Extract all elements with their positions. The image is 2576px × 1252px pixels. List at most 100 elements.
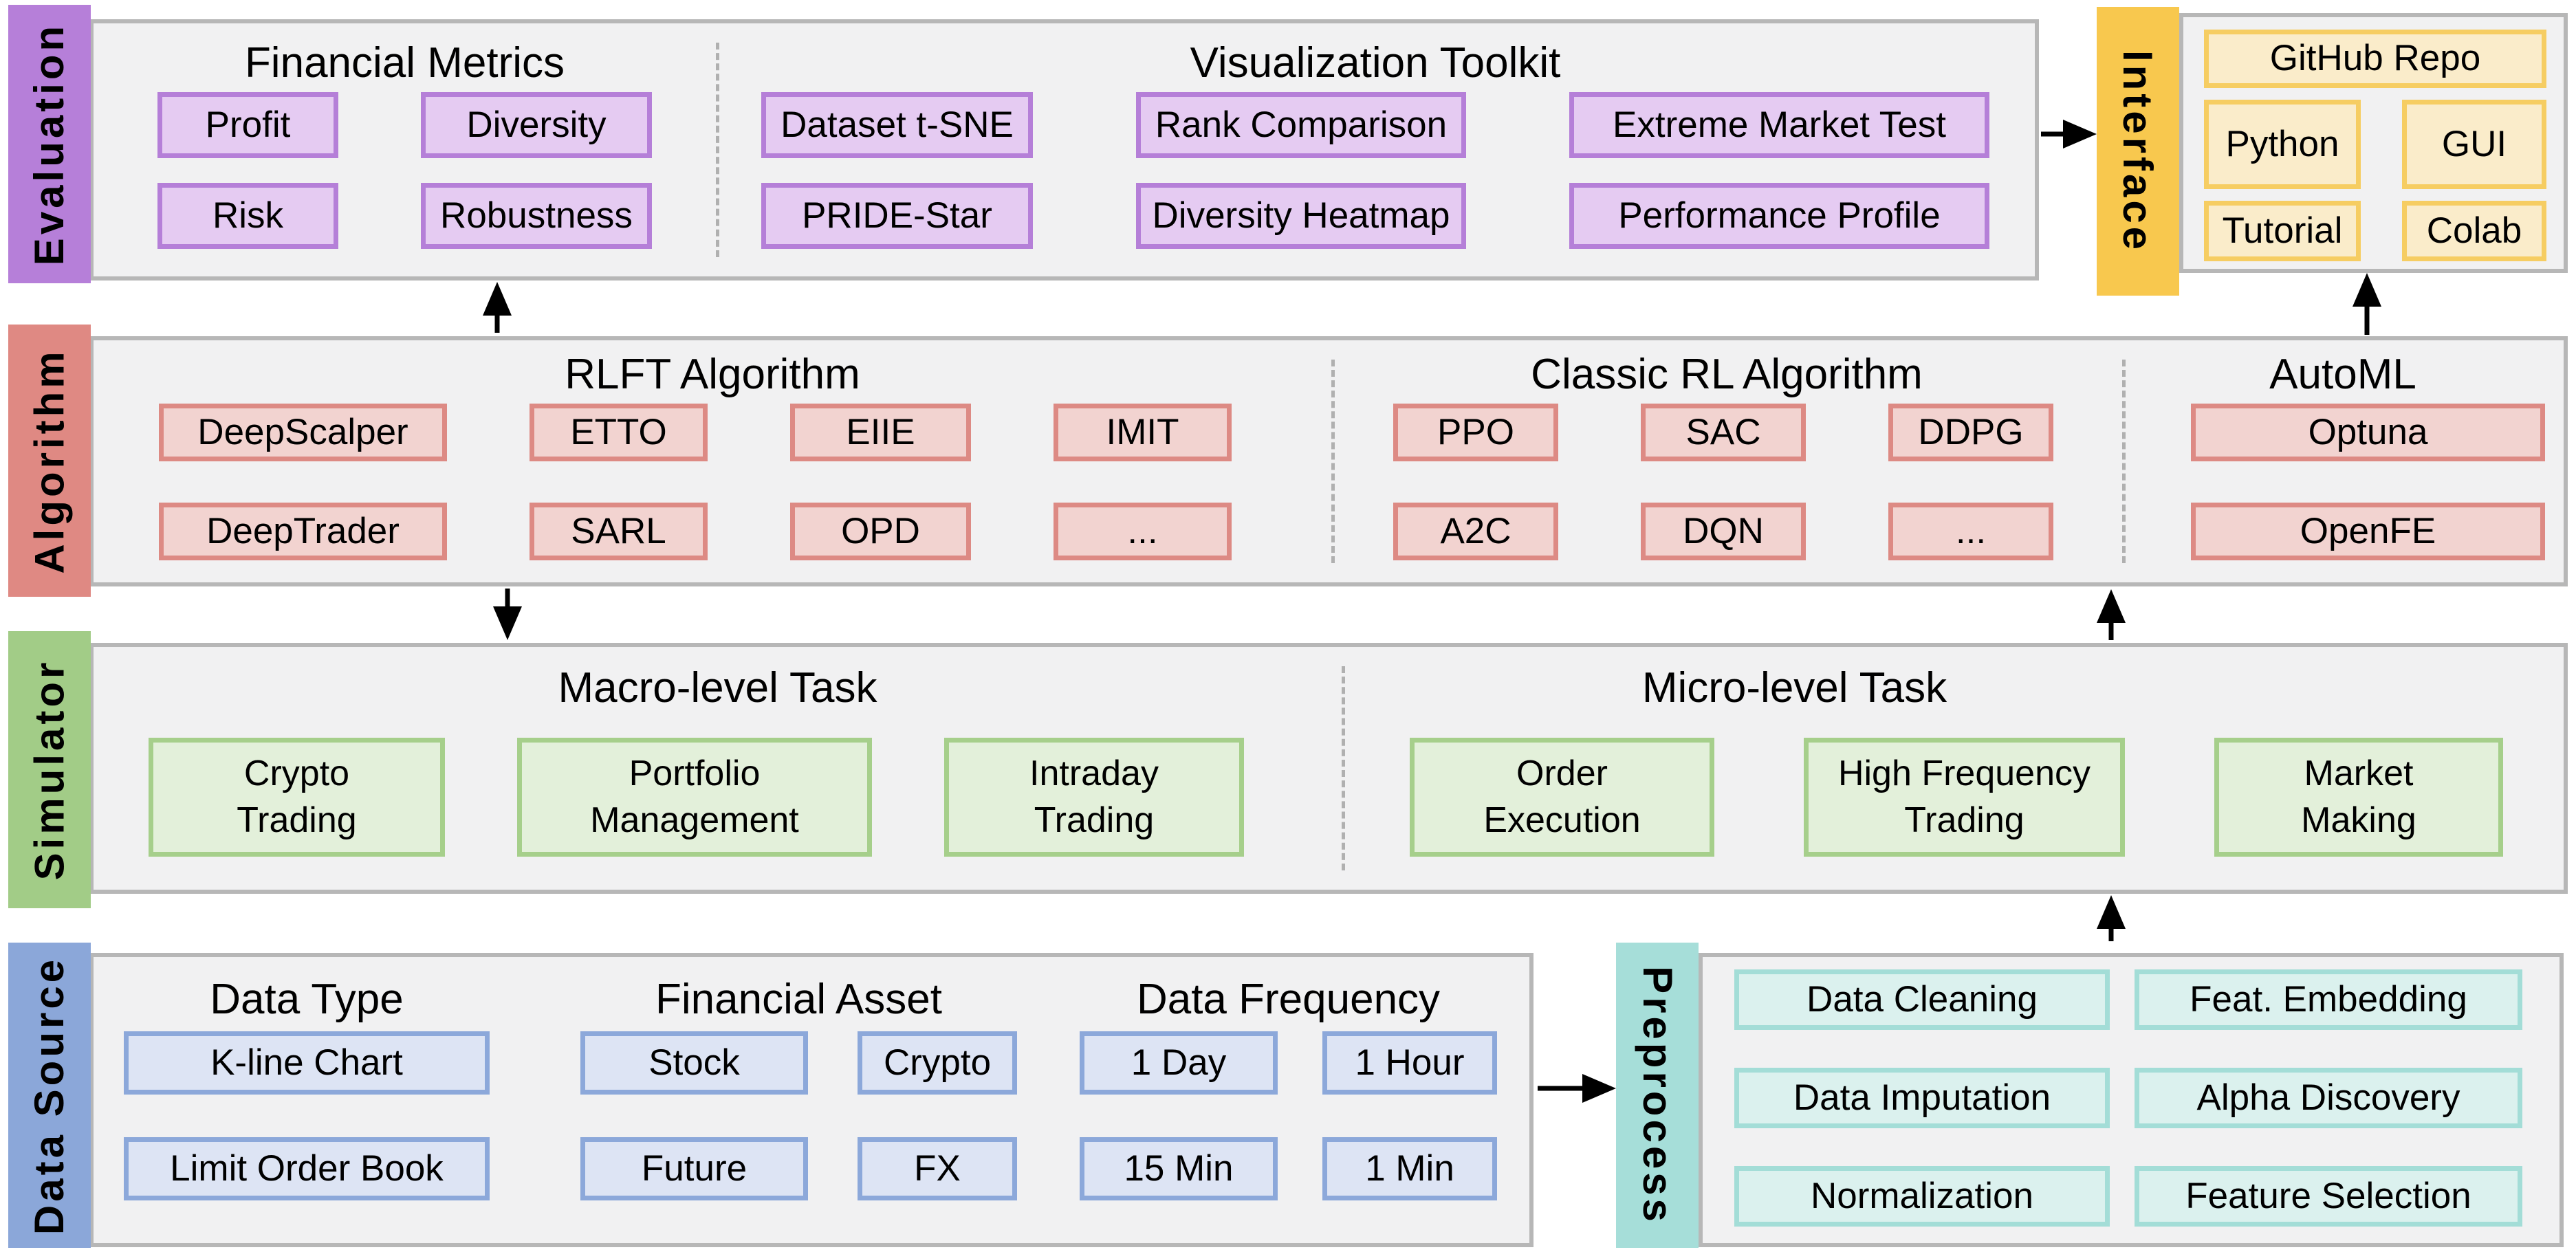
evaluation-section-divider bbox=[716, 43, 719, 257]
financial-metrics-title: Financial Metrics bbox=[244, 39, 565, 87]
asset-crypto: Crypto bbox=[858, 1031, 1017, 1095]
simulator-label-bar: Simulator bbox=[8, 631, 91, 908]
algo-imit: IMIT bbox=[1054, 404, 1232, 461]
viz-performance-profile: Performance Profile bbox=[1569, 183, 1989, 249]
algo-classic-more: ... bbox=[1888, 503, 2053, 560]
asset-fx: FX bbox=[858, 1137, 1017, 1200]
data-kline-chart: K-line Chart bbox=[124, 1031, 490, 1095]
visualization-toolkit-row-2: PRIDE-Star Diversity Heatmap Performance… bbox=[716, 183, 2035, 249]
financial-metrics-section: Financial Metrics Profit Diversity Risk … bbox=[94, 23, 716, 276]
rlft-row-1: DeepScalper ETTO EIIE IMIT bbox=[94, 404, 1331, 461]
metric-diversity: Diversity bbox=[421, 92, 652, 158]
data-type-title: Data Type bbox=[210, 976, 404, 1023]
financial-asset-title: Financial Asset bbox=[655, 976, 942, 1023]
preprocess-label: Preprocess bbox=[1634, 965, 1681, 1225]
task-order-execution: Order Execution bbox=[1410, 738, 1714, 857]
viz-dataset-tsne: Dataset t-SNE bbox=[761, 92, 1033, 158]
evaluation-panel: Financial Metrics Profit Diversity Risk … bbox=[89, 19, 2039, 281]
prep-data-imputation: Data Imputation bbox=[1734, 1068, 2110, 1128]
algo-ppo: PPO bbox=[1393, 404, 1558, 461]
algo-deeptrader: DeepTrader bbox=[159, 503, 447, 560]
metric-profit: Profit bbox=[157, 92, 338, 158]
prep-normalization: Normalization bbox=[1734, 1166, 2110, 1227]
algorithm-label-bar: Algorithm bbox=[8, 325, 91, 597]
rlft-row-2: DeepTrader SARL OPD ... bbox=[94, 503, 1331, 560]
metric-risk: Risk bbox=[157, 183, 338, 249]
interface-tutorial: Tutorial bbox=[2204, 201, 2361, 261]
algo-rlft-more: ... bbox=[1054, 503, 1232, 560]
micro-task-row: Order Execution High Frequency Trading M… bbox=[1342, 738, 2564, 857]
rlft-algorithm-section: RLFT Algorithm DeepScalper ETTO EIIE IMI… bbox=[94, 340, 1331, 582]
data-source-panel: Data Type Financial Asset Data Frequency… bbox=[89, 953, 1533, 1247]
evaluation-label: Evaluation bbox=[26, 22, 73, 266]
algo-a2c: A2C bbox=[1393, 503, 1558, 560]
viz-extreme-market-test: Extreme Market Test bbox=[1569, 92, 1989, 158]
algorithm-divider-1 bbox=[1331, 360, 1335, 563]
prep-feature-selection: Feature Selection bbox=[2135, 1166, 2522, 1227]
simulator-label: Simulator bbox=[26, 659, 73, 881]
prep-feat-embedding: Feat. Embedding bbox=[2135, 969, 2522, 1030]
visualization-toolkit-section: Visualization Toolkit Dataset t-SNE Rank… bbox=[716, 23, 2035, 276]
evaluation-label-bar: Evaluation bbox=[8, 5, 91, 283]
algo-deepscalper: DeepScalper bbox=[159, 404, 447, 461]
viz-pride-star: PRIDE-Star bbox=[761, 183, 1033, 249]
algo-etto: ETTO bbox=[530, 404, 708, 461]
freq-1-min: 1 Min bbox=[1322, 1137, 1497, 1200]
algo-opd: OPD bbox=[790, 503, 971, 560]
classic-rl-row-1: PPO SAC DDPG bbox=[1331, 404, 2122, 461]
task-crypto-trading: Crypto Trading bbox=[149, 738, 445, 857]
task-market-making: Market Making bbox=[2214, 738, 2503, 857]
viz-rank-comparison: Rank Comparison bbox=[1136, 92, 1466, 158]
asset-future: Future bbox=[580, 1137, 808, 1200]
freq-1-day: 1 Day bbox=[1080, 1031, 1278, 1095]
interface-python: Python bbox=[2204, 100, 2361, 189]
algo-dqn: DQN bbox=[1641, 503, 1806, 560]
data-source-label-bar: Data Source bbox=[8, 943, 91, 1248]
rlft-algorithm-title: RLFT Algorithm bbox=[565, 351, 860, 398]
metric-robustness: Robustness bbox=[421, 183, 652, 249]
algo-ddpg: DDPG bbox=[1888, 404, 2053, 461]
algo-sac: SAC bbox=[1641, 404, 1806, 461]
interface-panel: GitHub Repo Python GUI Tutorial Colab bbox=[2179, 13, 2568, 273]
automl-section: AutoML Optuna OpenFE bbox=[2122, 340, 2564, 582]
algo-eiie: EIIE bbox=[790, 404, 971, 461]
data-frequency-title: Data Frequency bbox=[1136, 976, 1441, 1023]
automl-row-1: Optuna bbox=[2122, 404, 2564, 461]
algo-optuna: Optuna bbox=[2191, 404, 2545, 461]
micro-level-task-title: Micro-level Task bbox=[1641, 664, 1947, 712]
classic-rl-row-2: A2C DQN ... bbox=[1331, 503, 2122, 560]
macro-task-row: Crypto Trading Portfolio Management Intr… bbox=[94, 738, 1342, 857]
classic-rl-section: Classic RL Algorithm PPO SAC DDPG A2C DQ… bbox=[1331, 340, 2122, 582]
preprocess-label-bar: Preprocess bbox=[1616, 943, 1699, 1248]
interface-row-3: Tutorial Colab bbox=[2204, 201, 2546, 261]
prep-data-cleaning: Data Cleaning bbox=[1734, 969, 2110, 1030]
interface-label-bar: Interface bbox=[2097, 7, 2179, 296]
interface-gui: GUI bbox=[2402, 100, 2546, 189]
algorithm-label: Algorithm bbox=[26, 347, 73, 574]
automl-row-2: OpenFE bbox=[2122, 503, 2564, 560]
macro-level-task-title: Macro-level Task bbox=[558, 664, 877, 712]
algo-sarl: SARL bbox=[530, 503, 708, 560]
algorithm-panel: RLFT Algorithm DeepScalper ETTO EIIE IMI… bbox=[89, 336, 2568, 586]
simulator-panel: Macro-level Task Crypto Trading Portfoli… bbox=[89, 643, 2568, 894]
financial-metrics-row-1: Profit Diversity bbox=[94, 92, 716, 158]
interface-label: Interface bbox=[2115, 50, 2161, 253]
preprocess-panel: Data Cleaning Feat. Embedding Data Imput… bbox=[1699, 953, 2564, 1247]
freq-1-hour: 1 Hour bbox=[1322, 1031, 1497, 1095]
data-source-label: Data Source bbox=[26, 956, 73, 1235]
task-portfolio-management: Portfolio Management bbox=[517, 738, 872, 857]
data-limit-order-book: Limit Order Book bbox=[124, 1137, 490, 1200]
preprocess-row-3: Normalization Feature Selection bbox=[1734, 1166, 2559, 1227]
algo-openfe: OpenFE bbox=[2191, 503, 2545, 560]
asset-stock: Stock bbox=[580, 1031, 808, 1095]
task-intraday-trading: Intraday Trading bbox=[944, 738, 1244, 857]
visualization-toolkit-row-1: Dataset t-SNE Rank Comparison Extreme Ma… bbox=[716, 92, 2035, 158]
preprocess-row-1: Data Cleaning Feat. Embedding bbox=[1734, 969, 2559, 1030]
macro-level-task-section: Macro-level Task Crypto Trading Portfoli… bbox=[94, 647, 1342, 890]
simulator-divider bbox=[1342, 666, 1345, 870]
visualization-toolkit-title: Visualization Toolkit bbox=[1190, 39, 1561, 87]
classic-rl-title: Classic RL Algorithm bbox=[1531, 351, 1923, 398]
prep-alpha-discovery: Alpha Discovery bbox=[2135, 1068, 2522, 1128]
interface-row-1: GitHub Repo bbox=[2204, 30, 2546, 88]
